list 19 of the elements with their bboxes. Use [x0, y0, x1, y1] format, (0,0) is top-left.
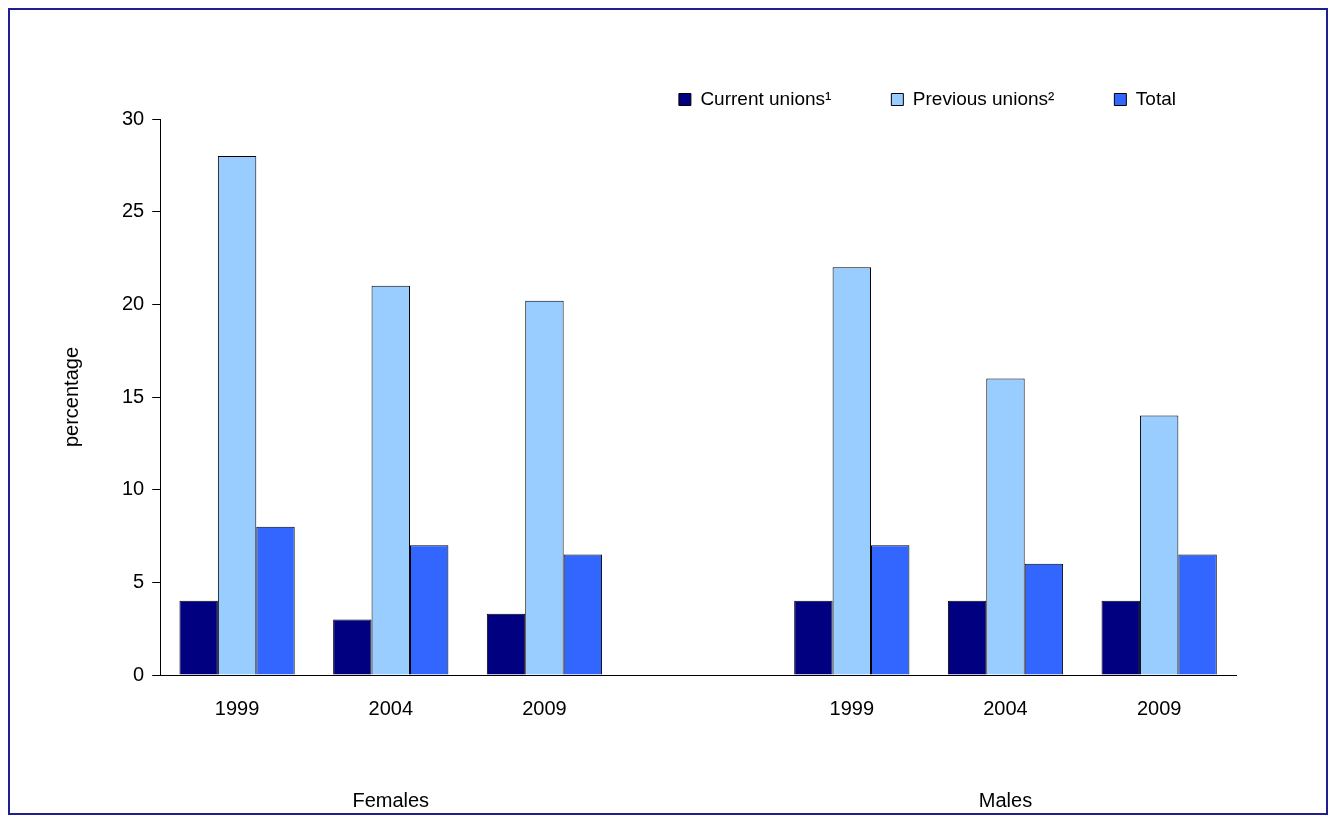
legend-label: Current unions¹ — [700, 87, 832, 109]
y-tick-label: 30 — [122, 106, 145, 129]
y-tick-label: 10 — [122, 477, 145, 500]
y-tick-label: 0 — [133, 662, 145, 685]
y-tick-label: 15 — [122, 384, 145, 407]
text: Males — [978, 788, 1033, 811]
x-tick-label: 2004 — [983, 696, 1028, 719]
x-tick-label: 2009 — [1136, 696, 1182, 719]
x-tick-label: 2004 — [368, 696, 414, 719]
x-tick-label: 1999 — [214, 696, 260, 719]
y-axis-title: percentage — [59, 346, 82, 448]
legend-label: Total — [1135, 87, 1177, 109]
y-tick-label: 5 — [133, 569, 145, 592]
x-tick-label: 2009 — [522, 696, 567, 719]
legend-label: Previous unions² — [912, 87, 1055, 109]
y-tick-label: 20 — [122, 291, 145, 314]
x-tick-label: 1999 — [829, 696, 875, 719]
y-tick-label: 25 — [122, 199, 145, 222]
text: Females — [352, 788, 430, 811]
